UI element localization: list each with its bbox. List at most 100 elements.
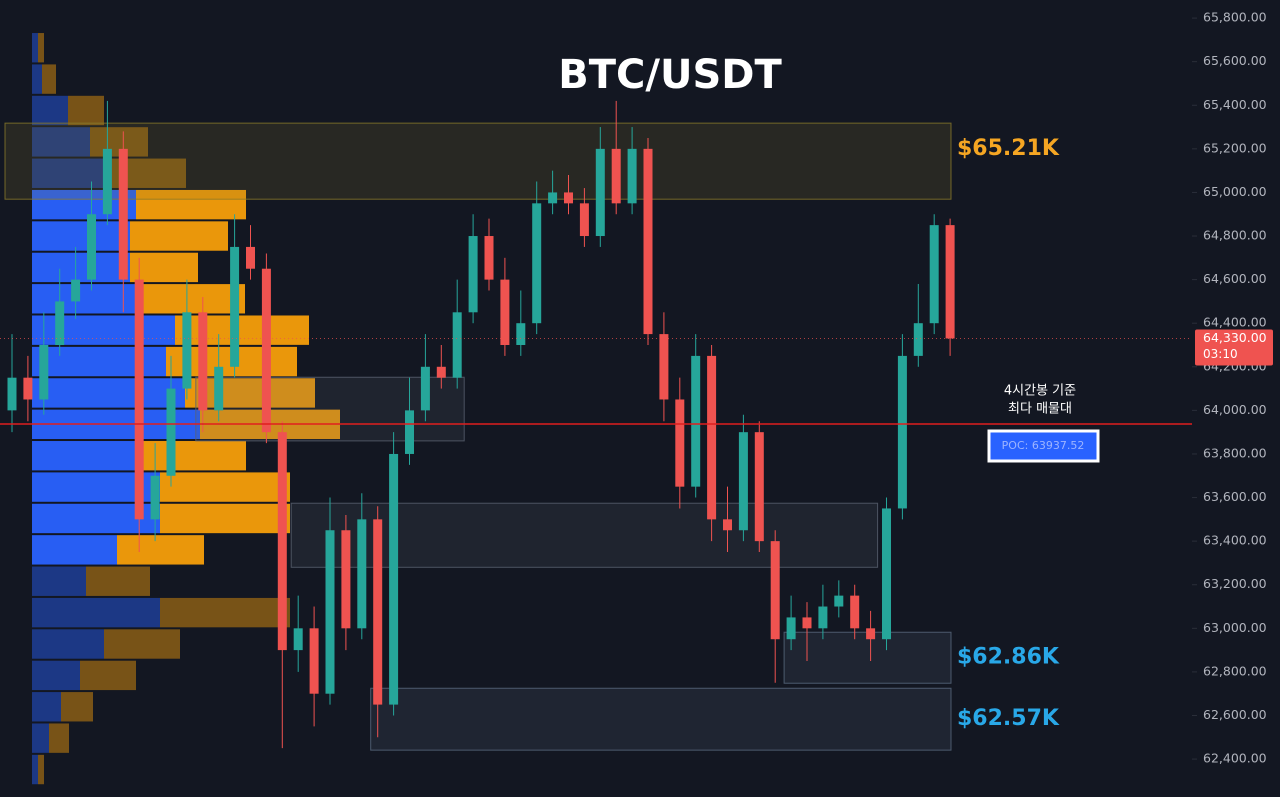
y-tick-label: 65,600.00: [1203, 53, 1267, 68]
profile-buy: [32, 660, 80, 691]
zone: [370, 687, 952, 751]
profile-buy: [32, 315, 175, 345]
zone-label: $65.21K: [957, 136, 1060, 161]
candle-body: [309, 628, 319, 694]
candle-body: [373, 519, 383, 705]
candle-body: [595, 148, 605, 237]
candle-body: [611, 148, 621, 204]
candle-body: [357, 519, 367, 629]
profile-sell: [130, 252, 198, 283]
profile-sell: [160, 597, 290, 628]
candle-body: [850, 595, 860, 629]
candle-body: [55, 301, 65, 345]
plot: 62,400.00 62,600.00 62,800.00 63,000.00 63,2…: [0, 10, 1273, 785]
y-tick-label: 63,800.00: [1203, 445, 1267, 460]
candle-body: [929, 225, 939, 324]
candle-body: [214, 366, 224, 411]
candle-body: [897, 355, 907, 509]
candle-body: [723, 519, 732, 531]
zone: [290, 502, 879, 568]
candle-body: [150, 475, 160, 520]
candle-body: [102, 148, 112, 215]
candle-body: [420, 366, 430, 411]
y-tick-label: 62,800.00: [1203, 663, 1267, 678]
chart-title: BTC/USDT: [558, 52, 782, 98]
candle-body: [7, 377, 17, 411]
candle-body: [134, 279, 144, 520]
candle-body: [707, 355, 717, 520]
profile-buy: [32, 692, 61, 722]
candle-body: [87, 214, 96, 280]
candle-body: [468, 236, 478, 313]
y-tick-label: 65,400.00: [1203, 97, 1267, 112]
candle-body: [71, 279, 81, 302]
profile-buy: [32, 566, 86, 596]
y-tick-label: 63,200.00: [1203, 576, 1267, 591]
y-tick-label: 65,800.00: [1203, 10, 1267, 25]
candle-body: [818, 606, 828, 629]
profile-sell: [61, 692, 93, 722]
y-tick-label: 63,000.00: [1203, 620, 1267, 635]
candle-body: [675, 399, 685, 487]
profile-sell: [105, 158, 186, 188]
profile-buy: [32, 378, 185, 408]
profile-buy: [32, 33, 38, 63]
candle-body: [341, 530, 351, 629]
profile-buy: [32, 64, 42, 94]
candle-body: [564, 192, 573, 204]
zone-label: $62.57K: [957, 706, 1060, 731]
candle-body: [548, 192, 558, 204]
profile-sell: [142, 441, 246, 471]
candle-body: [770, 541, 780, 640]
y-tick-label: 64,600.00: [1203, 271, 1267, 286]
annotation: 4시간봉 기준: [1004, 383, 1076, 398]
profile-buy: [32, 252, 130, 283]
candle-body: [325, 530, 335, 694]
profile-sell: [130, 221, 228, 251]
profile-buy: [32, 629, 104, 659]
candle-body: [659, 334, 669, 400]
candle-body: [834, 595, 844, 607]
profile-buy: [32, 723, 49, 753]
profile-sell: [38, 33, 44, 63]
profile-sell: [42, 64, 56, 94]
candle-body: [277, 432, 287, 651]
annotation: 최다 매물대: [1008, 401, 1072, 416]
candle-body: [627, 148, 637, 204]
y-tick-label: 64,400.00: [1203, 315, 1267, 330]
candle-body: [786, 617, 796, 640]
zone: [195, 376, 465, 442]
candle-body: [23, 377, 33, 400]
profile-sell: [38, 754, 44, 785]
candle-body: [866, 628, 876, 640]
y-tick-label: 63,400.00: [1203, 533, 1267, 548]
last-price-box: [1195, 329, 1273, 366]
candle-body: [452, 312, 462, 378]
profile-sell: [68, 95, 104, 126]
candle-body: [230, 246, 240, 367]
candle-body: [118, 148, 128, 280]
profile-buy: [32, 158, 105, 188]
profile-buy: [32, 346, 166, 377]
profile-sell: [49, 723, 69, 753]
candle-body: [182, 312, 192, 389]
profile-sell: [80, 660, 136, 691]
candle-body: [882, 508, 891, 640]
candle-body: [293, 628, 303, 651]
profile-buy: [32, 95, 68, 126]
profile-buy: [32, 441, 142, 471]
candle-body: [643, 148, 653, 335]
candle-body: [913, 323, 923, 356]
profile-sell: [86, 566, 150, 596]
profile-sell: [160, 503, 290, 534]
zone: [4, 122, 952, 200]
candle-body: [802, 617, 812, 629]
profile-sell: [136, 189, 246, 220]
profile-buy: [32, 127, 90, 157]
candle-body: [261, 268, 271, 433]
profile-buy: [32, 284, 142, 314]
last-price-label: 64,330.00: [1203, 330, 1267, 345]
candle-body: [532, 203, 542, 324]
